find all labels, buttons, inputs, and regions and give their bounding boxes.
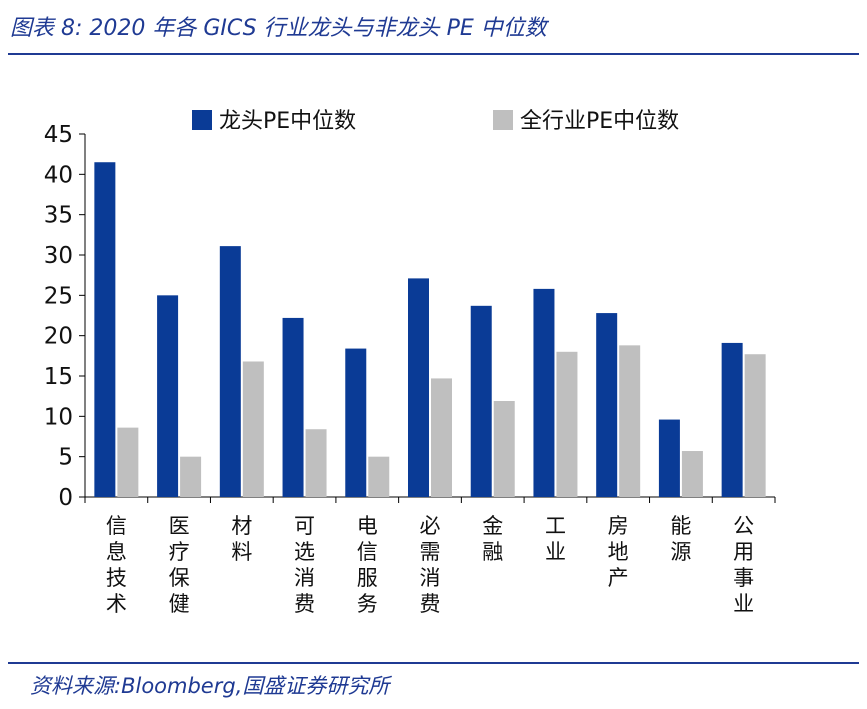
bar-leader [282,317,304,497]
bar-leader [219,246,241,497]
x-category-label: 能源 [670,514,691,564]
bar-industry [744,354,766,497]
x-category-label: 金融 [482,514,503,564]
bar-leader [533,288,555,497]
bar-leader [470,305,492,497]
bar-industry [180,456,202,497]
y-tick-label: 20 [44,324,73,350]
y-tick-label: 35 [44,203,73,229]
chart-legend: 龙头PE中位数 全行业PE中位数 [192,109,679,134]
x-category-label: 房地产 [608,514,629,590]
y-tick-label: 10 [44,404,73,430]
bar-industry [117,427,139,497]
y-tick-label: 15 [44,364,73,390]
legend-label: 龙头PE中位数 [219,109,356,134]
bar-industry [556,351,578,497]
bar-leader [157,295,179,497]
y-tick-label: 45 [44,122,73,148]
y-tick-label: 5 [58,445,73,471]
x-category-label: 可选消费 [294,514,315,616]
source-note: 资料来源:Bloomberg,国盛证券研究所 [30,674,390,698]
x-category-label: 信息技术 [106,514,127,616]
y-tick-label: 25 [44,283,73,309]
bar-leader [596,313,618,497]
x-category-label: 材料 [231,514,252,564]
legend-swatch [192,110,212,130]
y-tick-label: 40 [44,162,73,188]
bar-leader [94,162,116,497]
bar-industry [368,456,390,497]
chart-axes: 0 5 10 15 20 25 30 35 40 45 信息技术 医疗保健 材料 可选消费 电信服务 必需消费… [44,122,776,616]
x-category-label: 必需消费 [420,514,441,616]
bar-industry [681,451,703,497]
y-tick-label: 30 [44,243,73,269]
x-category-label: 工业 [545,514,566,564]
bar-leader [658,419,680,497]
chart-bars [94,162,766,497]
x-category-label: 医疗保健 [169,514,190,616]
title-rule [8,53,859,55]
bar-industry [242,361,264,497]
legend-label: 全行业PE中位数 [520,109,679,134]
legend-swatch [493,110,513,130]
bar-leader [345,348,367,497]
figure-title: 图表 8: 2020 年各 GICS 行业龙头与非龙头 PE 中位数 [10,16,547,41]
bar-industry [619,345,641,497]
source-rule [8,662,859,664]
bar-industry [305,429,327,497]
bar-industry [493,401,515,497]
bar-leader [721,342,743,497]
y-tick-label: 0 [58,485,73,511]
x-category-label: 电信服务 [357,514,378,616]
bar-industry [431,378,452,497]
x-category-label: 公用事业 [733,514,754,616]
bar-leader [408,278,429,497]
